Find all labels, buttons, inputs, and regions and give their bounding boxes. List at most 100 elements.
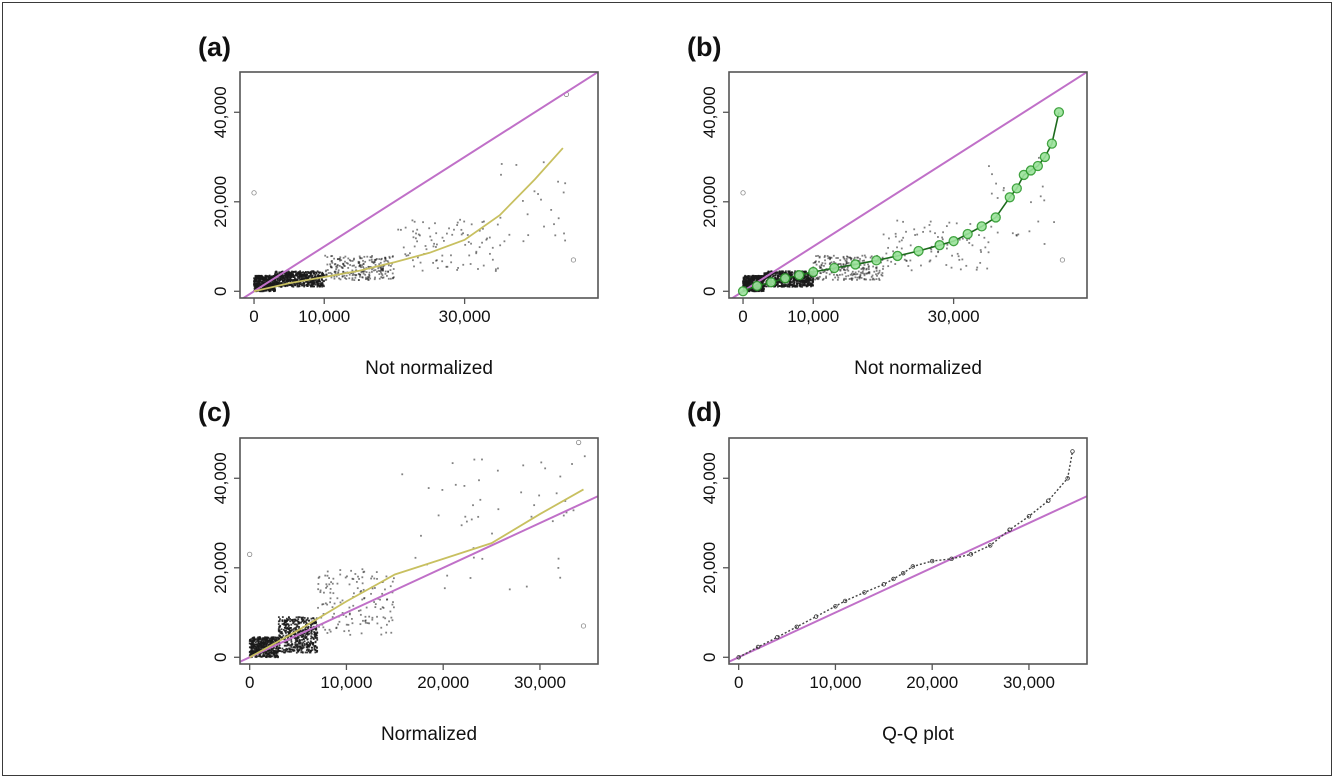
data-point xyxy=(281,284,284,287)
data-point xyxy=(256,276,259,279)
data-point xyxy=(361,276,364,279)
data-point xyxy=(867,265,870,268)
y-tick-label: 40,000 xyxy=(211,86,230,138)
data-point xyxy=(283,272,286,275)
data-point xyxy=(266,283,268,286)
data-point xyxy=(269,641,272,643)
data-point xyxy=(315,271,318,274)
data-point xyxy=(311,622,314,625)
data-point xyxy=(810,283,813,286)
data-point xyxy=(339,601,342,604)
data-point xyxy=(281,275,284,278)
x-tick-label: 10,000 xyxy=(320,673,372,692)
data-point xyxy=(286,641,288,644)
data-point xyxy=(860,276,863,279)
data-point xyxy=(485,238,488,241)
data-point xyxy=(368,271,371,274)
data-point xyxy=(307,281,310,284)
data-point xyxy=(848,278,851,280)
data-point xyxy=(301,273,304,276)
data-point xyxy=(745,284,747,287)
data-point xyxy=(284,637,286,640)
data-point xyxy=(882,268,884,270)
data-point xyxy=(312,636,314,639)
data-point xyxy=(275,653,277,656)
data-point xyxy=(863,264,866,266)
data-point xyxy=(275,652,278,654)
data-point xyxy=(385,259,387,262)
data-point xyxy=(557,557,560,560)
data-point xyxy=(763,284,766,287)
data-point xyxy=(305,619,308,622)
data-point xyxy=(887,246,890,249)
data-point xyxy=(280,285,283,288)
data-point xyxy=(764,273,767,276)
data-point xyxy=(344,265,346,267)
data-point xyxy=(794,270,796,273)
plot-frame xyxy=(239,71,599,299)
data-point xyxy=(388,255,391,258)
data-point xyxy=(769,275,772,278)
data-point xyxy=(821,278,824,281)
data-point xyxy=(935,255,938,258)
data-point xyxy=(330,276,333,279)
data-point xyxy=(789,280,792,283)
data-point xyxy=(298,645,301,648)
data-point xyxy=(280,275,282,278)
data-point xyxy=(414,556,417,559)
data-point xyxy=(250,643,253,645)
data-point xyxy=(289,620,292,623)
data-point xyxy=(352,272,355,275)
data-point xyxy=(265,289,268,292)
data-point xyxy=(793,276,795,279)
data-point xyxy=(365,276,367,279)
data-point xyxy=(298,616,301,619)
data-point xyxy=(751,279,754,282)
data-point xyxy=(390,265,392,267)
data-point xyxy=(761,281,764,284)
quantile-point xyxy=(871,255,882,266)
data-point xyxy=(298,277,301,280)
data-point xyxy=(823,254,826,257)
data-point xyxy=(321,273,323,275)
data-point xyxy=(896,246,898,249)
data-point xyxy=(300,634,302,637)
data-point xyxy=(313,648,316,651)
qq-point xyxy=(1046,498,1051,503)
data-point xyxy=(285,644,288,647)
data-point xyxy=(313,632,316,634)
qq-point xyxy=(862,590,867,595)
data-point xyxy=(335,268,338,271)
data-point xyxy=(301,271,304,274)
data-point xyxy=(275,647,277,650)
data-point xyxy=(841,273,844,276)
data-point xyxy=(412,259,414,262)
data-point xyxy=(956,252,959,255)
data-point xyxy=(349,264,352,266)
data-point xyxy=(285,280,287,283)
data-point xyxy=(804,271,807,274)
data-point xyxy=(294,284,296,287)
data-point xyxy=(357,609,360,612)
data-point xyxy=(278,634,281,637)
data-point xyxy=(878,277,880,280)
data-point xyxy=(266,636,269,639)
data-point xyxy=(818,256,821,259)
data-point xyxy=(284,276,287,279)
data-point xyxy=(335,627,338,630)
data-point xyxy=(559,576,562,579)
data-point xyxy=(391,619,394,622)
data-point xyxy=(542,161,545,164)
data-point xyxy=(500,173,502,176)
data-point xyxy=(831,278,834,281)
qq-point xyxy=(881,582,887,587)
data-point xyxy=(297,641,300,644)
data-point xyxy=(364,615,367,618)
data-point xyxy=(794,285,797,288)
data-point xyxy=(380,276,383,278)
data-point xyxy=(330,581,333,584)
data-point xyxy=(378,277,381,280)
data-point xyxy=(420,534,422,537)
data-point xyxy=(922,230,924,233)
data-point xyxy=(291,273,294,276)
